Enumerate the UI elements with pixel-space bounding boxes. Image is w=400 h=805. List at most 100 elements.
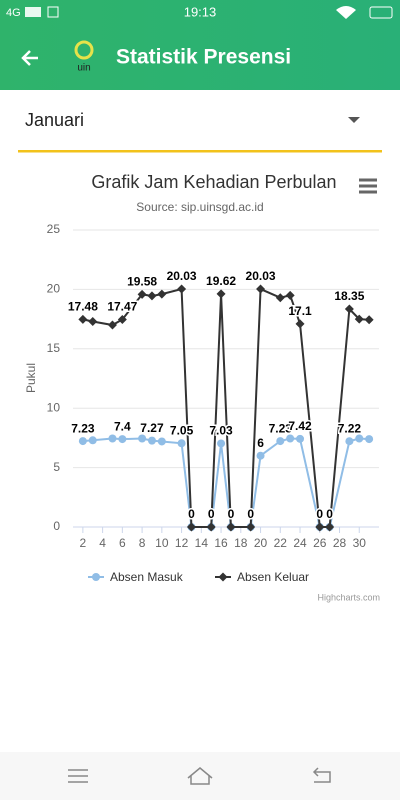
nav-bar [0,752,400,800]
data-label: 19.62 [206,274,236,288]
data-label: 0 [316,507,323,521]
back-button[interactable] [21,50,38,66]
x-tick-label: 22 [274,536,288,550]
y-axis-title: Pukul [24,363,38,393]
point [354,314,364,324]
point [285,290,295,300]
y-tick-label: 15 [47,341,61,355]
point [344,304,354,314]
data-label: 7.4 [114,419,131,433]
x-tick-label: 12 [175,536,189,550]
x-tick-label: 10 [155,536,169,550]
point [88,316,98,326]
point [256,451,265,460]
page-title: Statistik Presensi [116,46,291,69]
y-tick-label: 20 [47,282,61,296]
legend-marker [92,573,100,581]
wifi-icon [336,6,356,19]
point [117,314,127,324]
point [137,289,147,299]
data-label: 17.1 [288,304,312,318]
point [226,522,236,532]
point [355,434,364,443]
y-tick-label: 10 [47,400,61,414]
home-key[interactable] [187,767,213,785]
point [78,314,88,324]
point [206,522,216,532]
point [88,436,97,445]
point [345,437,354,446]
back-key[interactable] [312,767,331,783]
data-label: 18.35 [334,289,364,303]
x-tick-label: 14 [195,536,209,550]
point [177,439,186,448]
point [295,319,305,329]
point [147,436,156,445]
x-tick-label: 26 [313,536,327,550]
data-label: 0 [247,507,254,521]
x-tick-label: 20 [254,536,268,550]
point [256,284,266,294]
clock: 19:13 [184,4,217,19]
data-label: 20.03 [167,269,197,283]
point [286,434,295,443]
point [275,293,285,303]
chart-menu[interactable] [359,178,377,194]
legend-label: Absen Keluar [237,570,309,584]
y-tick-label: 5 [53,460,60,474]
x-tick-label: 4 [99,536,106,550]
credits: Highcharts.com [317,592,380,602]
data-label: 6 [257,436,264,450]
data-label: 19.58 [127,275,157,289]
x-tick-label: 2 [80,536,87,550]
x-tick-label: 24 [293,536,307,550]
point [118,435,127,444]
battery-icon [369,6,393,19]
point [107,320,117,330]
logo [74,40,94,60]
month-select[interactable]: Januari [25,110,84,130]
point [296,434,305,443]
point [246,522,256,532]
notif-icon [47,6,59,18]
point [78,437,87,446]
logo-text: uin [77,63,90,74]
point [276,437,285,446]
data-label: 7.03 [209,424,233,438]
data-label: 0 [188,507,195,521]
y-tick-label: 0 [53,519,60,533]
point [216,289,226,299]
dropdown-arrow[interactable] [348,117,360,123]
signal-icon [25,7,41,17]
divider [18,150,382,153]
point [315,522,325,532]
app-bar [0,0,400,90]
point [364,315,374,325]
data-label: 17.48 [68,300,98,314]
point [325,522,335,532]
point [177,284,187,294]
chart-subtitle: Source: sip.uinsgd.ac.id [136,200,263,214]
point [157,289,167,299]
x-tick-label: 30 [353,536,367,550]
network: 4G [6,7,21,19]
data-label: 7.05 [170,423,194,437]
data-label: 7.42 [288,419,312,433]
point [138,434,147,443]
legend-label: Absen Masuk [110,570,184,584]
menu-key[interactable] [68,769,88,783]
x-tick-label: 6 [119,536,126,550]
data-label: 0 [228,507,235,521]
x-tick-label: 16 [214,536,228,550]
y-tick-label: 25 [47,222,61,236]
chart-title: Grafik Jam Kehadian Perbulan [91,172,336,192]
data-label: 20.03 [246,269,276,283]
data-label: 7.22 [338,421,362,435]
data-label: 17.47 [107,300,137,314]
point [108,434,117,443]
data-label: 7.27 [140,421,164,435]
point [147,291,157,301]
x-tick-label: 8 [139,536,146,550]
point [217,439,226,448]
